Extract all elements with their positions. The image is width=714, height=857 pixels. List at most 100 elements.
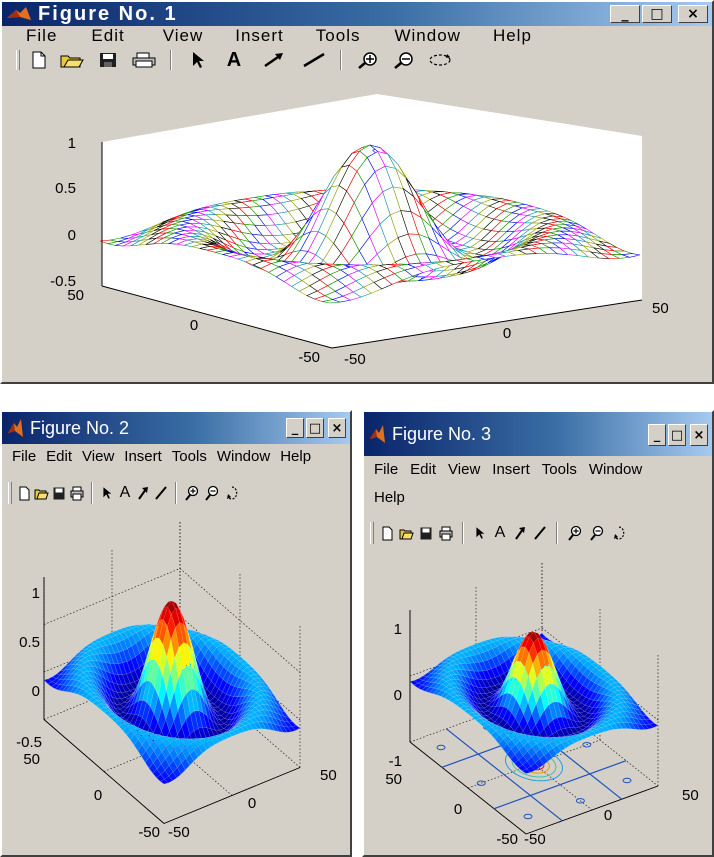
close-button[interactable]: × [678, 5, 708, 23]
toolbar-grip[interactable] [370, 522, 374, 544]
rotate-3d-icon[interactable] [222, 482, 242, 504]
surface-contour-plot-3[interactable]: 1 0 -1 50 0 -50 -50 0 50 [364, 552, 712, 855]
maximize-button[interactable]: □ [668, 424, 686, 446]
x-tick-label: -50 [298, 349, 320, 366]
print-icon[interactable] [436, 522, 456, 544]
window-title: Figure No. 2 [30, 417, 130, 438]
insert-arrow-icon[interactable] [252, 49, 296, 71]
y-tick-label: 50 [652, 300, 669, 317]
window-controls: _ □ × [610, 5, 708, 23]
menu-view[interactable]: View [448, 461, 481, 478]
select-arrow-icon[interactable] [98, 482, 116, 504]
z-tick-label: 1 [68, 135, 76, 152]
menu-view[interactable]: View [82, 448, 115, 465]
figure-window-3: Figure No. 3 _ □ × File Edit View Insert… [362, 410, 714, 857]
menu-window[interactable]: Window [588, 461, 643, 478]
zoom-in-icon[interactable] [564, 522, 586, 544]
print-icon[interactable] [126, 49, 162, 71]
minimize-button[interactable]: _ [648, 424, 666, 446]
axis-line [525, 785, 659, 835]
new-file-icon[interactable] [24, 49, 54, 71]
title-bar[interactable]: Figure No. 2 _ □ × [2, 412, 350, 444]
menu-tools[interactable]: Tools [315, 26, 361, 45]
menu-help[interactable]: Help [374, 489, 405, 506]
menu-edit[interactable]: Edit [46, 448, 73, 465]
title-bar[interactable]: Figure No. 3 _ □ × [364, 412, 712, 456]
zoom-in-icon[interactable] [350, 49, 386, 71]
zoom-out-icon[interactable] [202, 482, 222, 504]
rotate-3d-icon[interactable] [422, 49, 458, 71]
open-folder-icon[interactable] [54, 49, 90, 71]
open-folder-icon[interactable] [396, 522, 416, 544]
menu-tools[interactable]: Tools [541, 461, 577, 478]
maximize-button[interactable]: □ [306, 418, 324, 438]
surface-plot-1[interactable]: 1 0.5 0 -0.5 50 0 -50 -50 0 50 [2, 78, 712, 382]
menu-bar: File Edit View Insert Tools Window Help [364, 456, 664, 512]
z-tick-label: -1 [389, 753, 402, 770]
insert-text-icon[interactable]: A [494, 524, 506, 541]
contour-line [436, 744, 446, 751]
save-icon[interactable] [50, 482, 68, 504]
minimize-button[interactable]: _ [286, 418, 304, 438]
open-folder-icon[interactable] [32, 482, 50, 504]
menu-insert[interactable]: Insert [235, 26, 284, 45]
toolbar-grip[interactable] [8, 482, 12, 504]
menu-bar: File Edit View Insert Tools Window Help [2, 26, 712, 46]
plot-area[interactable]: 1 0.5 0 -0.5 50 0 -50 -50 0 50 [2, 512, 350, 855]
menu-tools[interactable]: Tools [171, 448, 207, 465]
z-tick-label: 0 [32, 683, 40, 700]
menu-insert[interactable]: Insert [124, 448, 162, 465]
minimize-button[interactable]: _ [610, 5, 640, 23]
y-tick-label: 0 [248, 795, 256, 812]
menu-window[interactable]: Window [394, 26, 461, 45]
rotate-3d-icon[interactable] [608, 522, 630, 544]
surface-plot-2[interactable]: 1 0.5 0 -0.5 50 0 -50 -50 0 50 [2, 512, 350, 855]
menu-view[interactable]: View [162, 26, 204, 45]
zoom-out-icon[interactable] [386, 49, 422, 71]
menu-help[interactable]: Help [492, 26, 532, 45]
x-tick-label: -50 [496, 831, 518, 848]
menu-file[interactable]: File [12, 448, 37, 465]
toolbar-grip[interactable] [16, 50, 20, 70]
select-arrow-icon[interactable] [470, 522, 490, 544]
figure-window-2: Figure No. 2 _ □ × File Edit View Insert… [0, 410, 352, 857]
new-file-icon[interactable] [378, 522, 396, 544]
print-icon[interactable] [68, 482, 86, 504]
menu-edit[interactable]: Edit [410, 461, 437, 478]
insert-text-icon[interactable]: A [119, 484, 131, 501]
menu-file[interactable]: File [26, 26, 58, 45]
save-icon[interactable] [90, 49, 126, 71]
axis-line [163, 767, 301, 824]
contour-line [622, 777, 632, 784]
matlab-logo-icon [6, 6, 32, 22]
z-tick-label: 0 [394, 687, 402, 704]
maximize-button[interactable]: □ [642, 5, 672, 23]
menu-window[interactable]: Window [216, 448, 271, 465]
insert-text-icon[interactable]: A [226, 48, 242, 71]
menu-file[interactable]: File [374, 461, 399, 478]
window-controls: _ □ × [286, 418, 346, 438]
zoom-in-icon[interactable] [182, 482, 202, 504]
title-bar[interactable]: Figure No. 1 _ □ × [2, 2, 712, 26]
menu-insert[interactable]: Insert [492, 461, 530, 478]
insert-arrow-icon[interactable] [134, 482, 152, 504]
insert-arrow-icon[interactable] [510, 522, 530, 544]
axis-line [43, 719, 165, 824]
menu-edit[interactable]: Edit [91, 26, 125, 45]
plot-area[interactable]: 1 0 -1 50 0 -50 -50 0 50 [364, 552, 712, 855]
select-arrow-icon[interactable] [180, 49, 216, 71]
x-tick-label: 50 [385, 771, 402, 788]
save-icon[interactable] [416, 522, 436, 544]
insert-line-icon[interactable] [530, 522, 550, 544]
new-file-icon[interactable] [16, 482, 32, 504]
window-controls: _ □ × [648, 424, 708, 446]
menu-help[interactable]: Help [280, 448, 312, 465]
toolbar-separator [175, 482, 177, 504]
insert-line-icon[interactable] [152, 482, 170, 504]
close-button[interactable]: × [328, 418, 346, 438]
close-button[interactable]: × [690, 424, 708, 446]
insert-line-icon[interactable] [296, 49, 332, 71]
plot-area[interactable]: 1 0.5 0 -0.5 50 0 -50 -50 0 50 [2, 78, 712, 382]
zoom-out-icon[interactable] [586, 522, 608, 544]
surface-patch [291, 725, 301, 731]
